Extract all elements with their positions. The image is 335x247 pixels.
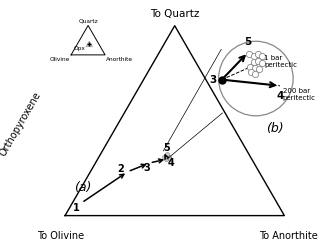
- Text: 1 bar
peritectic: 1 bar peritectic: [264, 55, 297, 67]
- Text: (b): (b): [266, 123, 283, 136]
- Text: 3: 3: [143, 163, 150, 173]
- Text: Anorthite: Anorthite: [106, 57, 133, 62]
- Text: (a): (a): [74, 181, 91, 194]
- Text: 1: 1: [73, 203, 80, 213]
- Text: Orthopyroxene: Orthopyroxene: [0, 89, 43, 158]
- Text: 4: 4: [168, 158, 175, 168]
- Text: Opx: Opx: [73, 46, 85, 51]
- Text: 3: 3: [209, 75, 216, 85]
- Text: To Olivine: To Olivine: [37, 231, 84, 241]
- Text: 5: 5: [245, 37, 252, 47]
- Text: Olivine: Olivine: [50, 57, 70, 62]
- Text: 4: 4: [276, 91, 284, 101]
- Text: Quartz: Quartz: [78, 19, 98, 24]
- Text: 2: 2: [118, 164, 124, 174]
- Text: To Anorthite: To Anorthite: [259, 231, 318, 241]
- Text: 5: 5: [163, 143, 170, 153]
- Text: 200 bar
peritectic: 200 bar peritectic: [283, 88, 316, 101]
- Text: To Quartz: To Quartz: [150, 9, 199, 19]
- Polygon shape: [86, 41, 92, 47]
